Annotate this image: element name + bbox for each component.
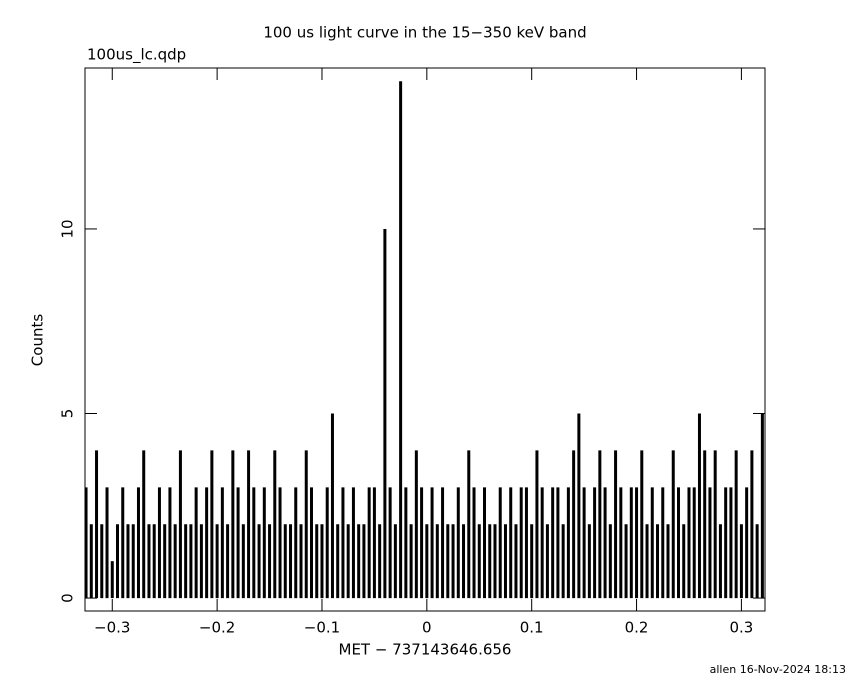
x-axis-label: MET − 737143646.656 [339, 641, 512, 659]
y-tick-label: 0 [59, 593, 77, 603]
chart-title: 100 us light curve in the 15−350 keV ban… [263, 24, 586, 42]
chart-subtitle: 100us_lc.qdp [87, 46, 186, 65]
y-tick-label: 5 [59, 409, 77, 419]
x-tick-label: 0.2 [625, 619, 649, 637]
y-axis-label: Counts [29, 314, 47, 367]
x-tick-label: −0.1 [304, 619, 340, 637]
footer: allen 16-Nov-2024 18:13 [710, 663, 846, 676]
x-tick-label: −0.3 [94, 619, 130, 637]
x-tick-label: 0.3 [729, 619, 753, 637]
x-tick-label: −0.2 [199, 619, 235, 637]
x-tick-label: 0.1 [520, 619, 544, 637]
x-tick-label: 0 [422, 619, 432, 637]
plot-frame [84, 67, 766, 612]
y-tick-label: 10 [59, 219, 77, 238]
